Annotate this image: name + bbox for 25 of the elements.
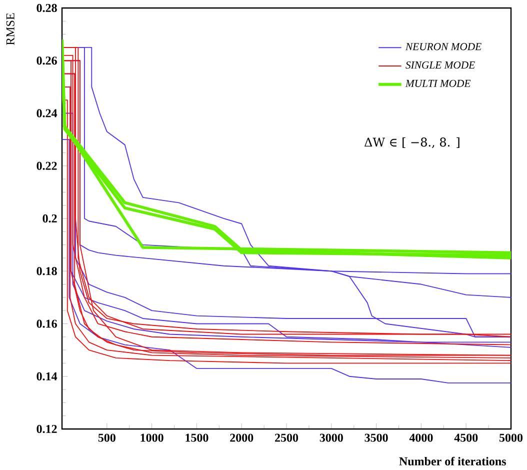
y-axis-title: RMSE: [6, 13, 14, 46]
y-tick-label: 0.26: [36, 56, 57, 65]
y-tick-label: 0.12: [36, 424, 57, 434]
y-tick-label: 0.28: [36, 4, 57, 12]
x-tick-label: 4000: [409, 434, 433, 442]
y-tick-label: 0.16: [36, 320, 57, 328]
y-tick-label: 0.18: [36, 267, 57, 276]
y-tick-label: 0.2: [42, 214, 57, 223]
x-tick-label: 4500: [454, 434, 478, 442]
x-tick-label: 3500: [364, 434, 388, 442]
legend-label: NEURON MODE: [405, 43, 482, 50]
y-tick-label: 0.22: [36, 162, 57, 170]
x-tick-label: 1500: [186, 434, 208, 442]
legend-label: SINGLE MODE: [406, 61, 475, 69]
x-axis-title: Number of iterations: [399, 456, 506, 466]
annotation: ΔW ∈ [ −8., 8. ]: [364, 137, 460, 148]
x-tick-label: 500: [98, 434, 116, 442]
x-tick-label: 2500: [275, 434, 298, 442]
x-tick-label: 2000: [230, 434, 254, 442]
x-tick-label: 1000: [140, 434, 164, 442]
y-tick-label: 0.14: [36, 372, 58, 380]
x-tick-label: 5000: [499, 434, 523, 442]
y-tick-label: 0.24: [36, 109, 58, 118]
x-tick-label: 3000: [320, 434, 343, 442]
legend-label: MULTI MODE: [405, 80, 471, 88]
